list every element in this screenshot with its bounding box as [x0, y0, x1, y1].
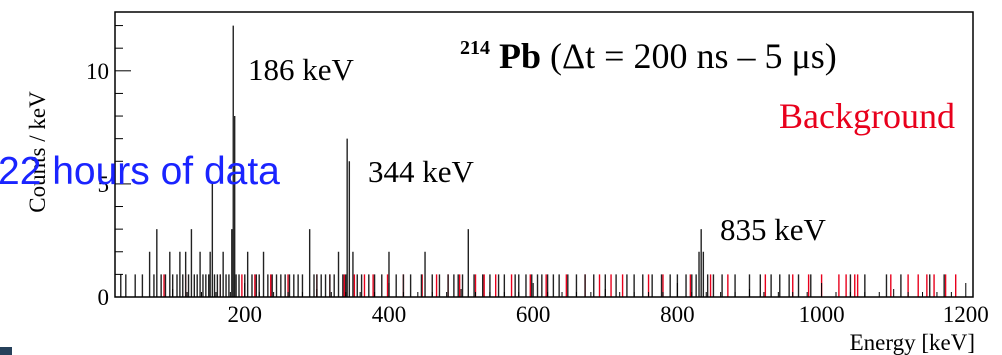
peak-835-label: 835 keV	[720, 212, 827, 247]
data-duration-note: 22 hours of data	[0, 150, 280, 193]
y-axis-title: Counts / keV	[25, 91, 50, 213]
background-series	[163, 274, 957, 297]
x-tick-label-1200: 1200	[943, 302, 989, 327]
time-window: (Δt = 200 ns – 5 μs)	[550, 36, 837, 76]
x-tick-label-1000: 1000	[799, 302, 845, 327]
x-tick-label-400: 400	[372, 302, 407, 327]
plot-frame	[114, 11, 974, 298]
chart-title: 214 Pb (Δt = 200 ns – 5 μs)	[460, 22, 837, 76]
peak-344-label: 344 keV	[368, 154, 475, 189]
legend-background: Background	[779, 96, 955, 136]
isotope-mass-number: 214	[460, 37, 490, 59]
x-axis: 200 400 600 800 1000 1200	[172, 283, 989, 327]
y-tick-label-5: 5	[98, 172, 110, 197]
y-tick-label-0: 0	[98, 285, 110, 310]
peak-186-label: 186 keV	[248, 52, 355, 87]
x-tick-label-200: 200	[228, 302, 263, 327]
corner-mark	[0, 347, 12, 355]
x-tick-label-600: 600	[516, 302, 551, 327]
x-axis-title: Energy [keV]	[850, 330, 975, 355]
y-tick-label-10: 10	[86, 59, 109, 84]
x-tick-label-800: 800	[660, 302, 695, 327]
isotope-symbol: Pb	[499, 36, 541, 76]
y-axis: 0 5 10	[86, 25, 131, 310]
